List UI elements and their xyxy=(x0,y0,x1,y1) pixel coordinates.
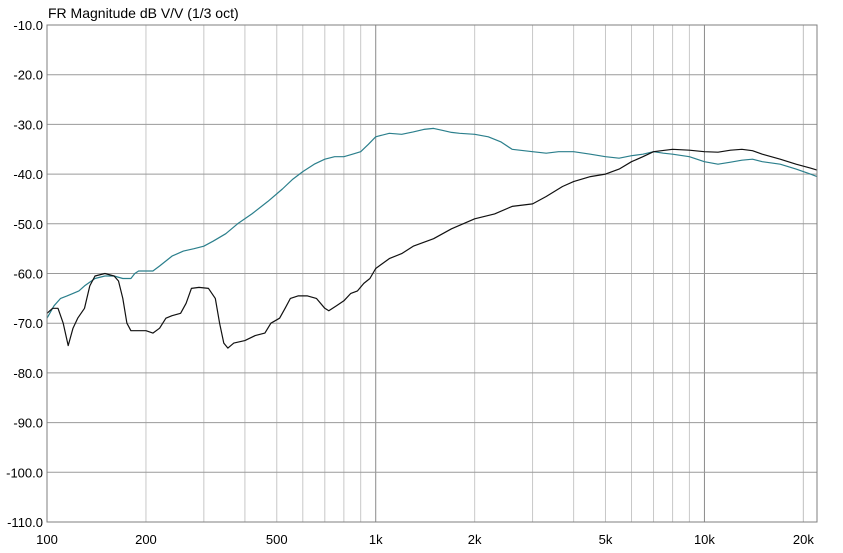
y-tick-label: -60.0 xyxy=(13,267,43,282)
y-tick-label: -50.0 xyxy=(13,217,43,232)
x-tick-label: 20k xyxy=(793,532,814,547)
y-tick-label: -30.0 xyxy=(13,117,43,132)
x-tick-label: 1k xyxy=(369,532,383,547)
y-tick-label: -20.0 xyxy=(13,68,43,83)
x-tick-label: 100 xyxy=(36,532,58,547)
series-line-1 xyxy=(46,127,818,319)
series-lines xyxy=(46,127,818,349)
grid-lines xyxy=(46,24,817,523)
y-tick-label: -100.0 xyxy=(6,465,43,480)
y-tick-label: -110.0 xyxy=(7,515,43,530)
y-tick-label: -10.0 xyxy=(13,18,43,33)
y-tick-label: -40.0 xyxy=(13,167,43,182)
plot-frame xyxy=(46,24,818,523)
x-tick-label: 5k xyxy=(599,532,613,547)
chart-title: FR Magnitude dB V/V (1/3 oct) xyxy=(48,5,239,21)
x-tick-label: 10k xyxy=(694,532,715,547)
y-tick-label: -80.0 xyxy=(13,366,43,381)
x-tick-label: 2k xyxy=(468,532,482,547)
x-tick-label: 500 xyxy=(266,532,288,547)
y-tick-label: -70.0 xyxy=(13,316,43,331)
series-line-2 xyxy=(46,148,818,349)
x-tick-label: 200 xyxy=(135,532,157,547)
axis-tick-labels: -10.0 -20.0 -30.0 -40.0 -50.0 -60.0 -70.0 -80.0… xyxy=(6,18,814,547)
y-tick-label: -90.0 xyxy=(13,416,43,431)
